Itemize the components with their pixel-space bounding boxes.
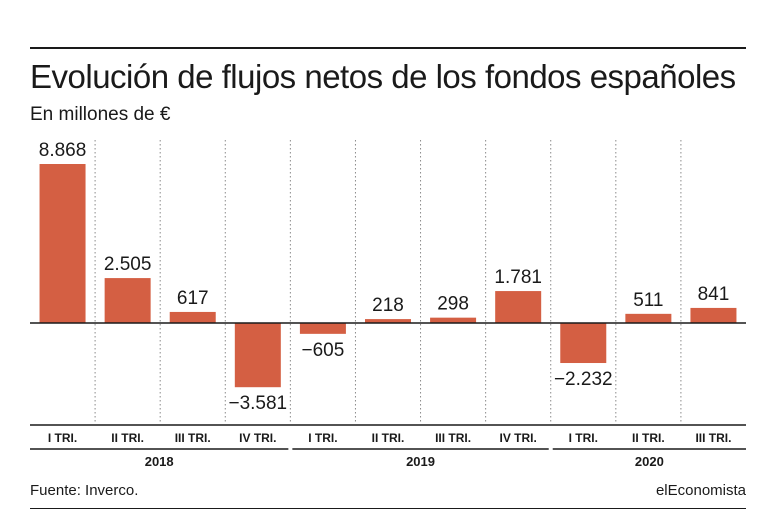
bar xyxy=(495,291,542,323)
category-tick-label: II TRI. xyxy=(632,431,665,445)
category-tick-label: III TRI. xyxy=(175,431,211,445)
category-tick-label: II TRI. xyxy=(111,431,144,445)
category-tick-label: I TRI. xyxy=(569,431,598,445)
year-label: 2019 xyxy=(406,454,435,469)
data-label: 841 xyxy=(698,284,730,305)
bar xyxy=(430,317,477,323)
category-tick-label: III TRI. xyxy=(695,431,731,445)
bar xyxy=(234,323,281,388)
bar xyxy=(299,323,346,334)
data-label: 218 xyxy=(372,295,404,316)
data-label: 2.505 xyxy=(104,254,152,275)
category-tick-label: I TRI. xyxy=(48,431,77,445)
category-tick-label: I TRI. xyxy=(308,431,337,445)
category-tick-label: IV TRI. xyxy=(239,431,276,445)
bar xyxy=(625,313,672,323)
data-label: −605 xyxy=(302,340,345,361)
bar xyxy=(39,164,86,323)
bar xyxy=(365,319,411,323)
chart-title: Evolución de flujos netos de los fondos … xyxy=(30,58,736,95)
data-label: 511 xyxy=(633,290,663,311)
data-label: 617 xyxy=(177,288,209,309)
data-label: 1.781 xyxy=(494,267,542,288)
year-label: 2020 xyxy=(635,454,664,469)
brand-logo: elEconomista xyxy=(655,482,746,499)
chart-subtitle: En millones de € xyxy=(30,104,171,125)
data-label: 298 xyxy=(437,294,469,315)
category-tick-label: II TRI. xyxy=(372,431,405,445)
year-label: 2018 xyxy=(145,454,174,469)
bar xyxy=(690,307,737,323)
top-rule xyxy=(30,47,746,49)
category-tick-label: IV TRI. xyxy=(500,431,537,445)
bar xyxy=(169,311,216,323)
data-label: −2.232 xyxy=(554,369,613,390)
category-tick-label: III TRI. xyxy=(435,431,471,445)
data-label: −3.581 xyxy=(228,393,287,414)
data-label: 8.868 xyxy=(39,140,87,161)
bar xyxy=(104,278,151,323)
source-note: Fuente: Inverco. xyxy=(30,482,139,499)
bottom-rule xyxy=(30,508,746,509)
bar xyxy=(560,323,607,364)
